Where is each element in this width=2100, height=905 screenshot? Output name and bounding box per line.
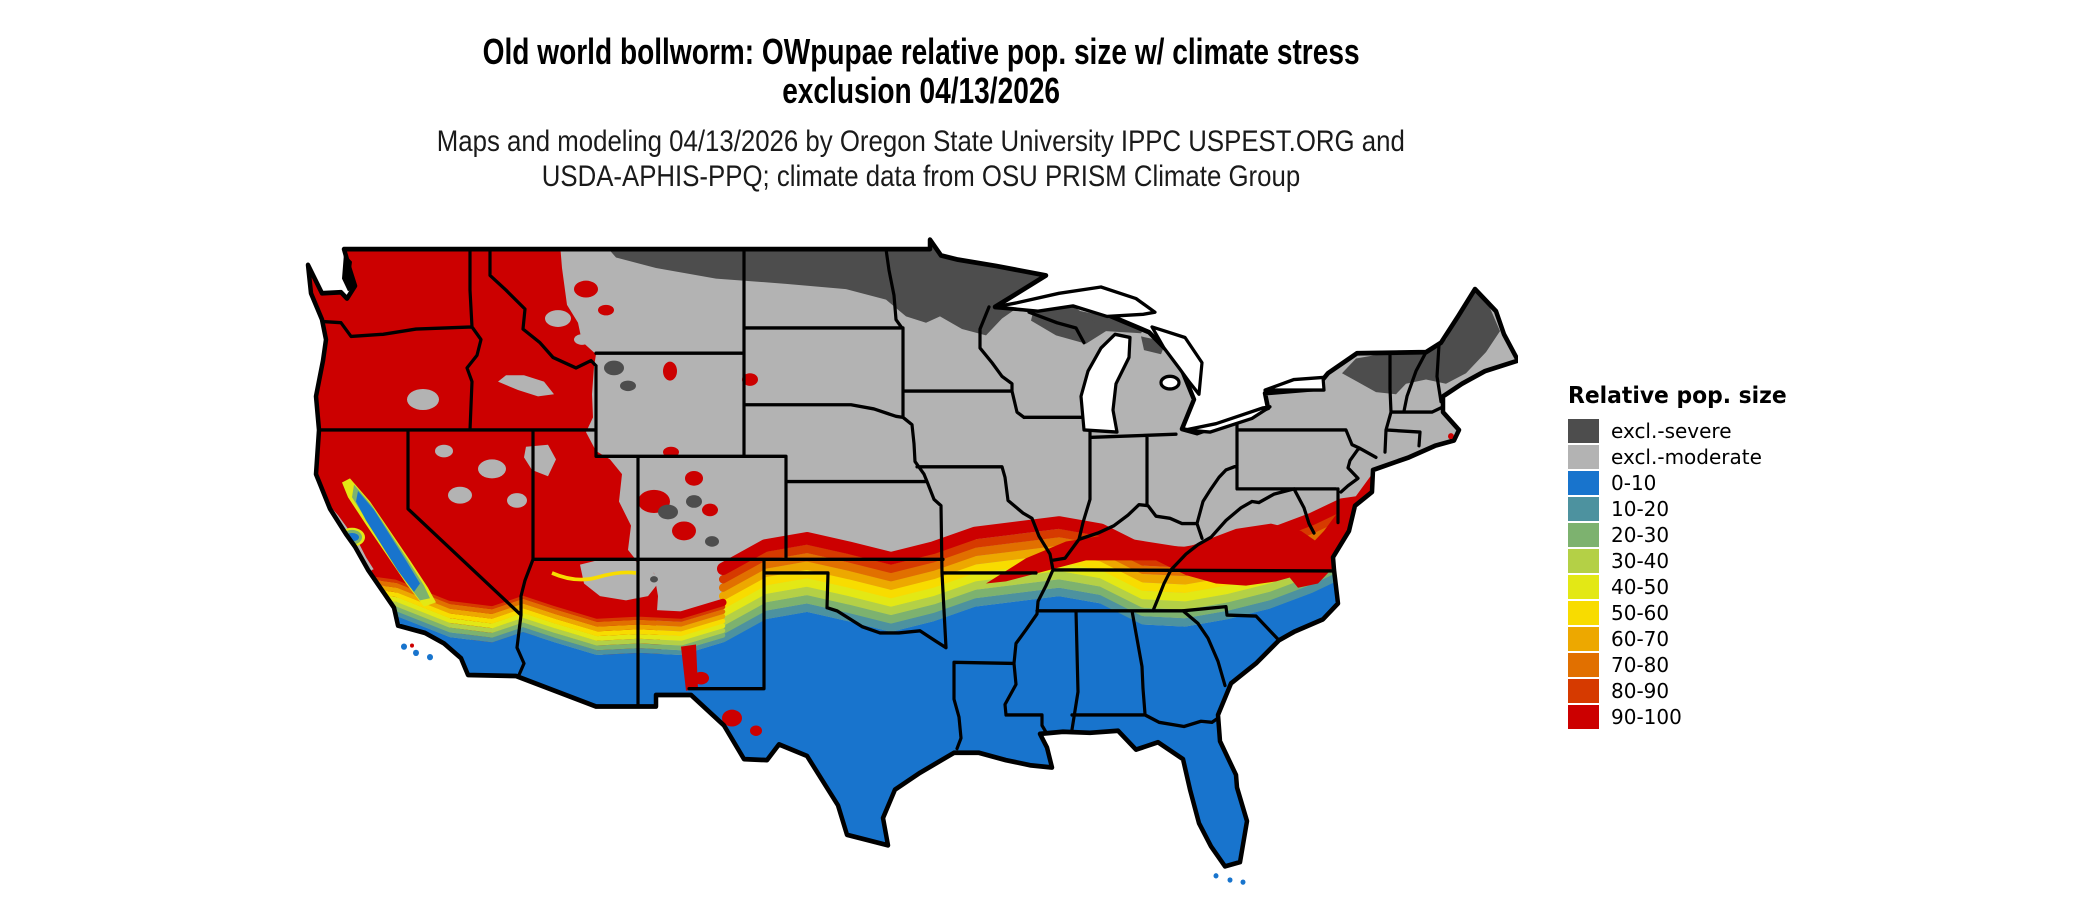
us-choropleth-map xyxy=(286,226,1521,900)
legend-row: 10-20 xyxy=(1568,496,1798,522)
puget-sound xyxy=(342,253,356,292)
legend-swatch-50-60 xyxy=(1568,601,1599,625)
us-map-svg xyxy=(305,237,1521,885)
legend-label: 10-20 xyxy=(1611,497,1670,521)
legend-swatch-excl-severe xyxy=(1568,419,1599,443)
legend-row: 90-100 xyxy=(1568,704,1798,730)
map-subtitle: Maps and modeling 04/13/2026 by Oregon S… xyxy=(286,124,1556,194)
legend-swatch-0-10 xyxy=(1568,471,1599,495)
us-outline xyxy=(305,237,1521,869)
map-title-line-2: exclusion 04/13/2026 xyxy=(782,70,1060,111)
legend-label: 80-90 xyxy=(1611,679,1670,703)
legend-label: excl.-severe xyxy=(1611,419,1732,443)
legend-row: 70-80 xyxy=(1568,652,1798,678)
legend-row: excl.-severe xyxy=(1568,418,1798,444)
legend-swatch-10-20 xyxy=(1568,497,1599,521)
legend-label: excl.-moderate xyxy=(1611,445,1762,469)
legend-swatch-70-80 xyxy=(1568,653,1599,677)
offshore-islands xyxy=(401,643,1246,885)
legend-row: 60-70 xyxy=(1568,626,1798,652)
legend-label: 30-40 xyxy=(1611,549,1670,573)
legend: Relative pop. size excl.-severe excl.-mo… xyxy=(1568,383,1798,730)
great-lakes xyxy=(993,285,1326,434)
legend-label: 90-100 xyxy=(1611,705,1682,729)
legend-swatch-30-40 xyxy=(1568,549,1599,573)
legend-row: 0-10 xyxy=(1568,470,1798,496)
legend-row: 80-90 xyxy=(1568,678,1798,704)
legend-swatch-90-100 xyxy=(1568,705,1599,729)
legend-swatch-40-50 xyxy=(1568,575,1599,599)
legend-label: 0-10 xyxy=(1611,471,1657,495)
legend-label: 40-50 xyxy=(1611,575,1670,599)
legend-label: 20-30 xyxy=(1611,523,1670,547)
map-subtitle-line-1: Maps and modeling 04/13/2026 by Oregon S… xyxy=(436,125,1406,158)
legend-label: 50-60 xyxy=(1611,601,1670,625)
legend-title: Relative pop. size xyxy=(1568,383,1787,409)
legend-swatch-60-70 xyxy=(1568,627,1599,651)
map-subtitle-line-2: USDA-APHIS-PPQ; climate data from OSU PR… xyxy=(541,160,1301,193)
legend-label: 60-70 xyxy=(1611,627,1670,651)
map-title-line-1: Old world bollworm: OWpupae relative pop… xyxy=(482,31,1360,72)
legend-row: excl.-moderate xyxy=(1568,444,1798,470)
legend-swatch-20-30 xyxy=(1568,523,1599,547)
legend-label: 70-80 xyxy=(1611,653,1670,677)
map-title: Old world bollworm: OWpupae relative pop… xyxy=(286,32,1556,110)
legend-row: 50-60 xyxy=(1568,600,1798,626)
legend-swatch-80-90 xyxy=(1568,679,1599,703)
legend-row: 40-50 xyxy=(1568,574,1798,600)
legend-swatch-excl-moderate xyxy=(1568,445,1599,469)
legend-row: 30-40 xyxy=(1568,548,1798,574)
legend-row: 20-30 xyxy=(1568,522,1798,548)
